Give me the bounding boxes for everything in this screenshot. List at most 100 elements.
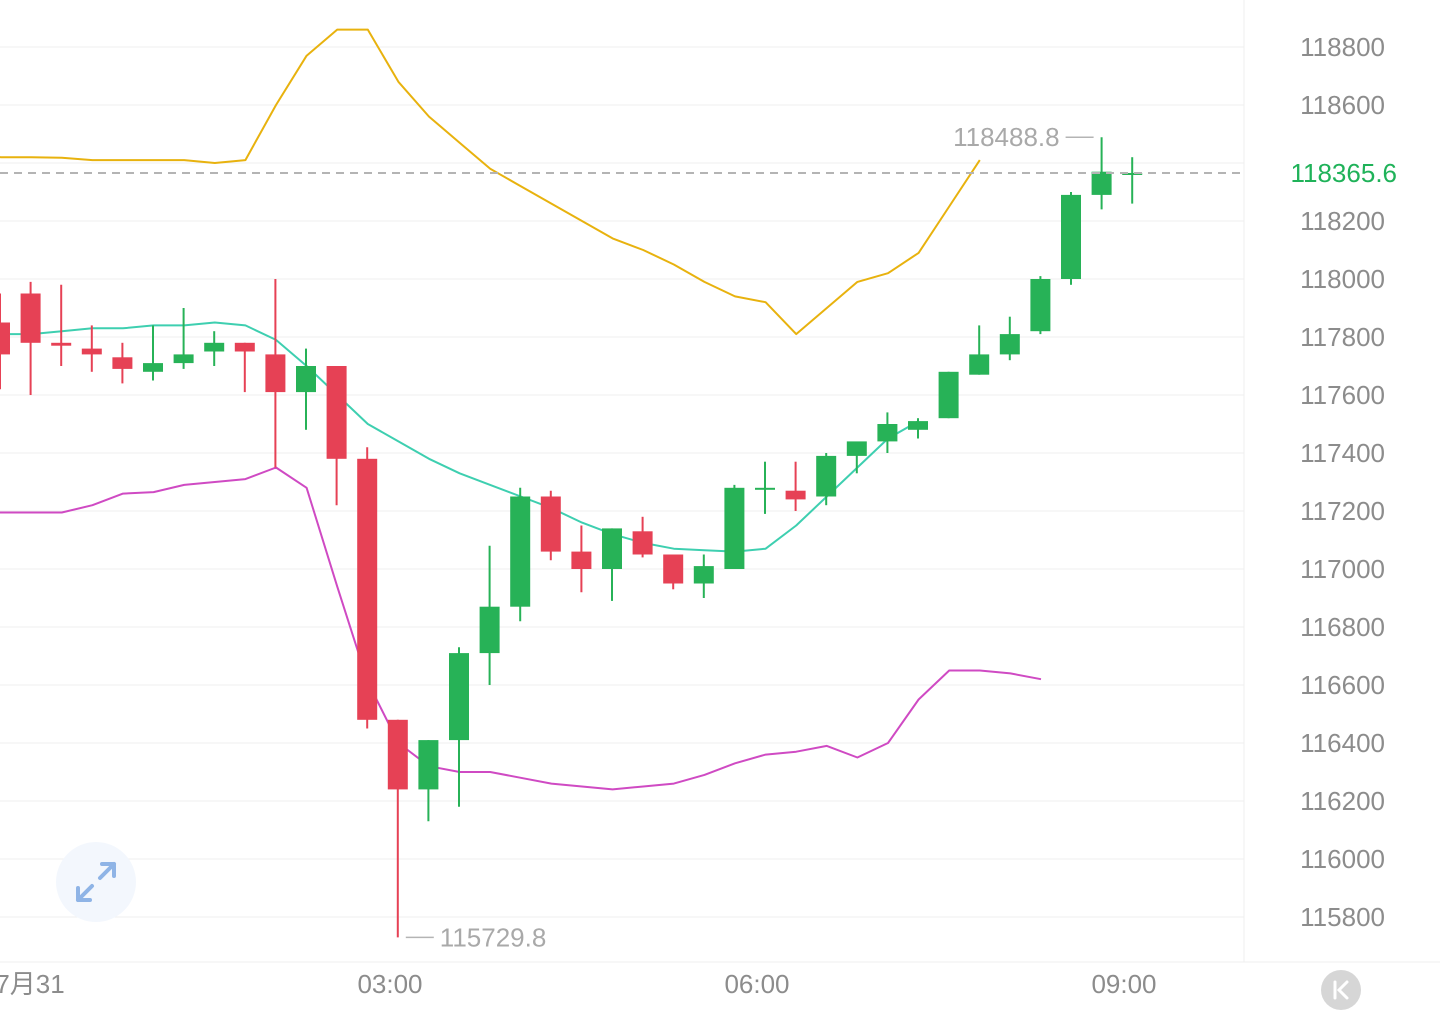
candle xyxy=(693,554,714,598)
high-price-label: 118488.8 xyxy=(953,122,1060,152)
candle xyxy=(663,554,684,590)
candle xyxy=(51,284,72,366)
candle xyxy=(724,484,745,569)
last-price-label-bg xyxy=(1250,152,1400,193)
candle xyxy=(387,719,408,938)
x-tick-label: 06:00 xyxy=(724,969,789,999)
candle xyxy=(173,308,194,369)
y-tick-label: 118000 xyxy=(1300,264,1385,294)
candle-body xyxy=(999,334,1020,355)
expand-chart-button[interactable] xyxy=(56,842,136,922)
y-tick-label: 117800 xyxy=(1300,322,1385,352)
candle-body xyxy=(1030,279,1051,332)
candle xyxy=(265,279,286,468)
candle xyxy=(908,418,928,439)
candle-body xyxy=(1122,172,1143,175)
candle-body xyxy=(693,566,714,584)
candle xyxy=(296,348,316,430)
candle-body xyxy=(755,487,775,490)
candle-body xyxy=(326,366,347,459)
x-tick-label: 03:00 xyxy=(357,969,422,999)
candle xyxy=(449,647,469,807)
candle xyxy=(1030,276,1051,335)
candle xyxy=(1091,137,1112,210)
y-tick-label: 117200 xyxy=(1300,496,1385,526)
candle xyxy=(632,516,653,558)
candle xyxy=(969,325,990,375)
candle-body xyxy=(418,740,439,790)
y-tick-label: 118600 xyxy=(1300,90,1385,120)
grid xyxy=(0,0,1440,963)
price-overlays: 118488.8 115729.8 xyxy=(0,122,1244,952)
y-tick-label: 117400 xyxy=(1300,438,1385,468)
candle xyxy=(20,281,41,395)
candle-body xyxy=(449,653,469,741)
candle-body xyxy=(234,342,255,352)
candle xyxy=(234,342,255,393)
candle xyxy=(479,545,500,685)
candle-body xyxy=(357,458,378,720)
candle-body xyxy=(387,719,408,790)
y-tick-label: 118800 xyxy=(1300,32,1385,62)
candle xyxy=(785,461,806,511)
middle-band-line xyxy=(0,321,920,553)
candle xyxy=(540,490,561,561)
candle-body xyxy=(81,348,102,355)
y-tick-label: 117000 xyxy=(1300,554,1385,584)
candle xyxy=(0,293,10,390)
y-tick-label: 118200 xyxy=(1300,206,1385,236)
y-tick-label: 117600 xyxy=(1300,380,1385,410)
candle-body xyxy=(112,357,133,369)
candle-body xyxy=(816,455,837,497)
candle xyxy=(357,447,378,729)
candle-body xyxy=(663,554,684,584)
candle-body xyxy=(632,531,653,555)
candle-body xyxy=(1061,194,1081,279)
candle xyxy=(81,325,102,372)
candle xyxy=(326,366,347,506)
y-tick-label: 116600 xyxy=(1300,670,1385,700)
candle-body xyxy=(204,342,225,352)
y-axis: 1188001186001184001182001180001178001176… xyxy=(1250,32,1400,932)
candle xyxy=(143,325,163,381)
candle xyxy=(204,331,225,366)
candle-body xyxy=(724,487,745,569)
candle xyxy=(418,740,439,822)
candle-body xyxy=(51,342,72,346)
candle-body xyxy=(173,354,194,364)
y-tick-label: 116000 xyxy=(1300,844,1385,874)
k-collapse-icon xyxy=(1333,980,1349,1000)
candle-body xyxy=(908,421,928,430)
candle xyxy=(571,525,592,593)
candle-body xyxy=(265,354,286,393)
upper-band-line xyxy=(0,28,981,336)
candle-body xyxy=(785,490,806,500)
expand-diagonal-arrows-icon xyxy=(76,862,116,902)
x-tick-label: 7月31 xyxy=(0,969,65,999)
candle xyxy=(112,342,133,384)
candle xyxy=(1061,192,1081,285)
candle-body xyxy=(296,366,316,393)
candle xyxy=(846,441,867,474)
candle-body xyxy=(479,606,500,654)
candle-body xyxy=(20,293,41,343)
lower-band-line xyxy=(0,466,1042,791)
candle xyxy=(510,487,531,622)
k-button[interactable] xyxy=(1321,970,1361,1010)
candle xyxy=(999,316,1020,361)
x-tick-label: 09:00 xyxy=(1091,969,1156,999)
candle xyxy=(877,412,898,453)
candles xyxy=(0,137,1143,938)
candle-body xyxy=(969,354,990,375)
candle xyxy=(755,461,775,514)
candle-body xyxy=(602,528,622,569)
y-tick-label: 116800 xyxy=(1300,612,1385,642)
y-tick-label: 116200 xyxy=(1300,786,1385,816)
candle-body xyxy=(571,551,592,569)
bollinger-bands xyxy=(0,28,1042,791)
candle xyxy=(1122,157,1143,204)
candle-body xyxy=(877,424,898,442)
candle-body xyxy=(1091,171,1112,195)
candle-body xyxy=(510,496,531,607)
y-tick-label: 116400 xyxy=(1300,728,1385,758)
